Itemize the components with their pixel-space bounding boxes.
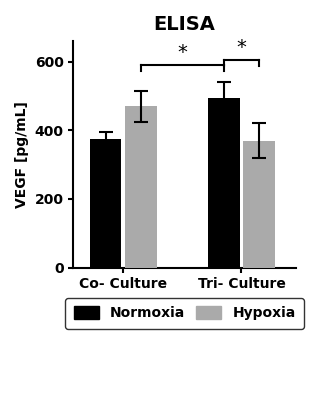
- Text: *: *: [178, 43, 187, 62]
- Title: ELISA: ELISA: [154, 15, 216, 34]
- Bar: [90, 139, 122, 268]
- Bar: [125, 106, 157, 268]
- Bar: [243, 141, 275, 268]
- Legend: Normoxia, Hypoxia: Normoxia, Hypoxia: [65, 298, 304, 328]
- Bar: [208, 98, 240, 268]
- Text: *: *: [237, 38, 246, 57]
- Y-axis label: VEGF [pg/mL]: VEGF [pg/mL]: [15, 101, 29, 208]
